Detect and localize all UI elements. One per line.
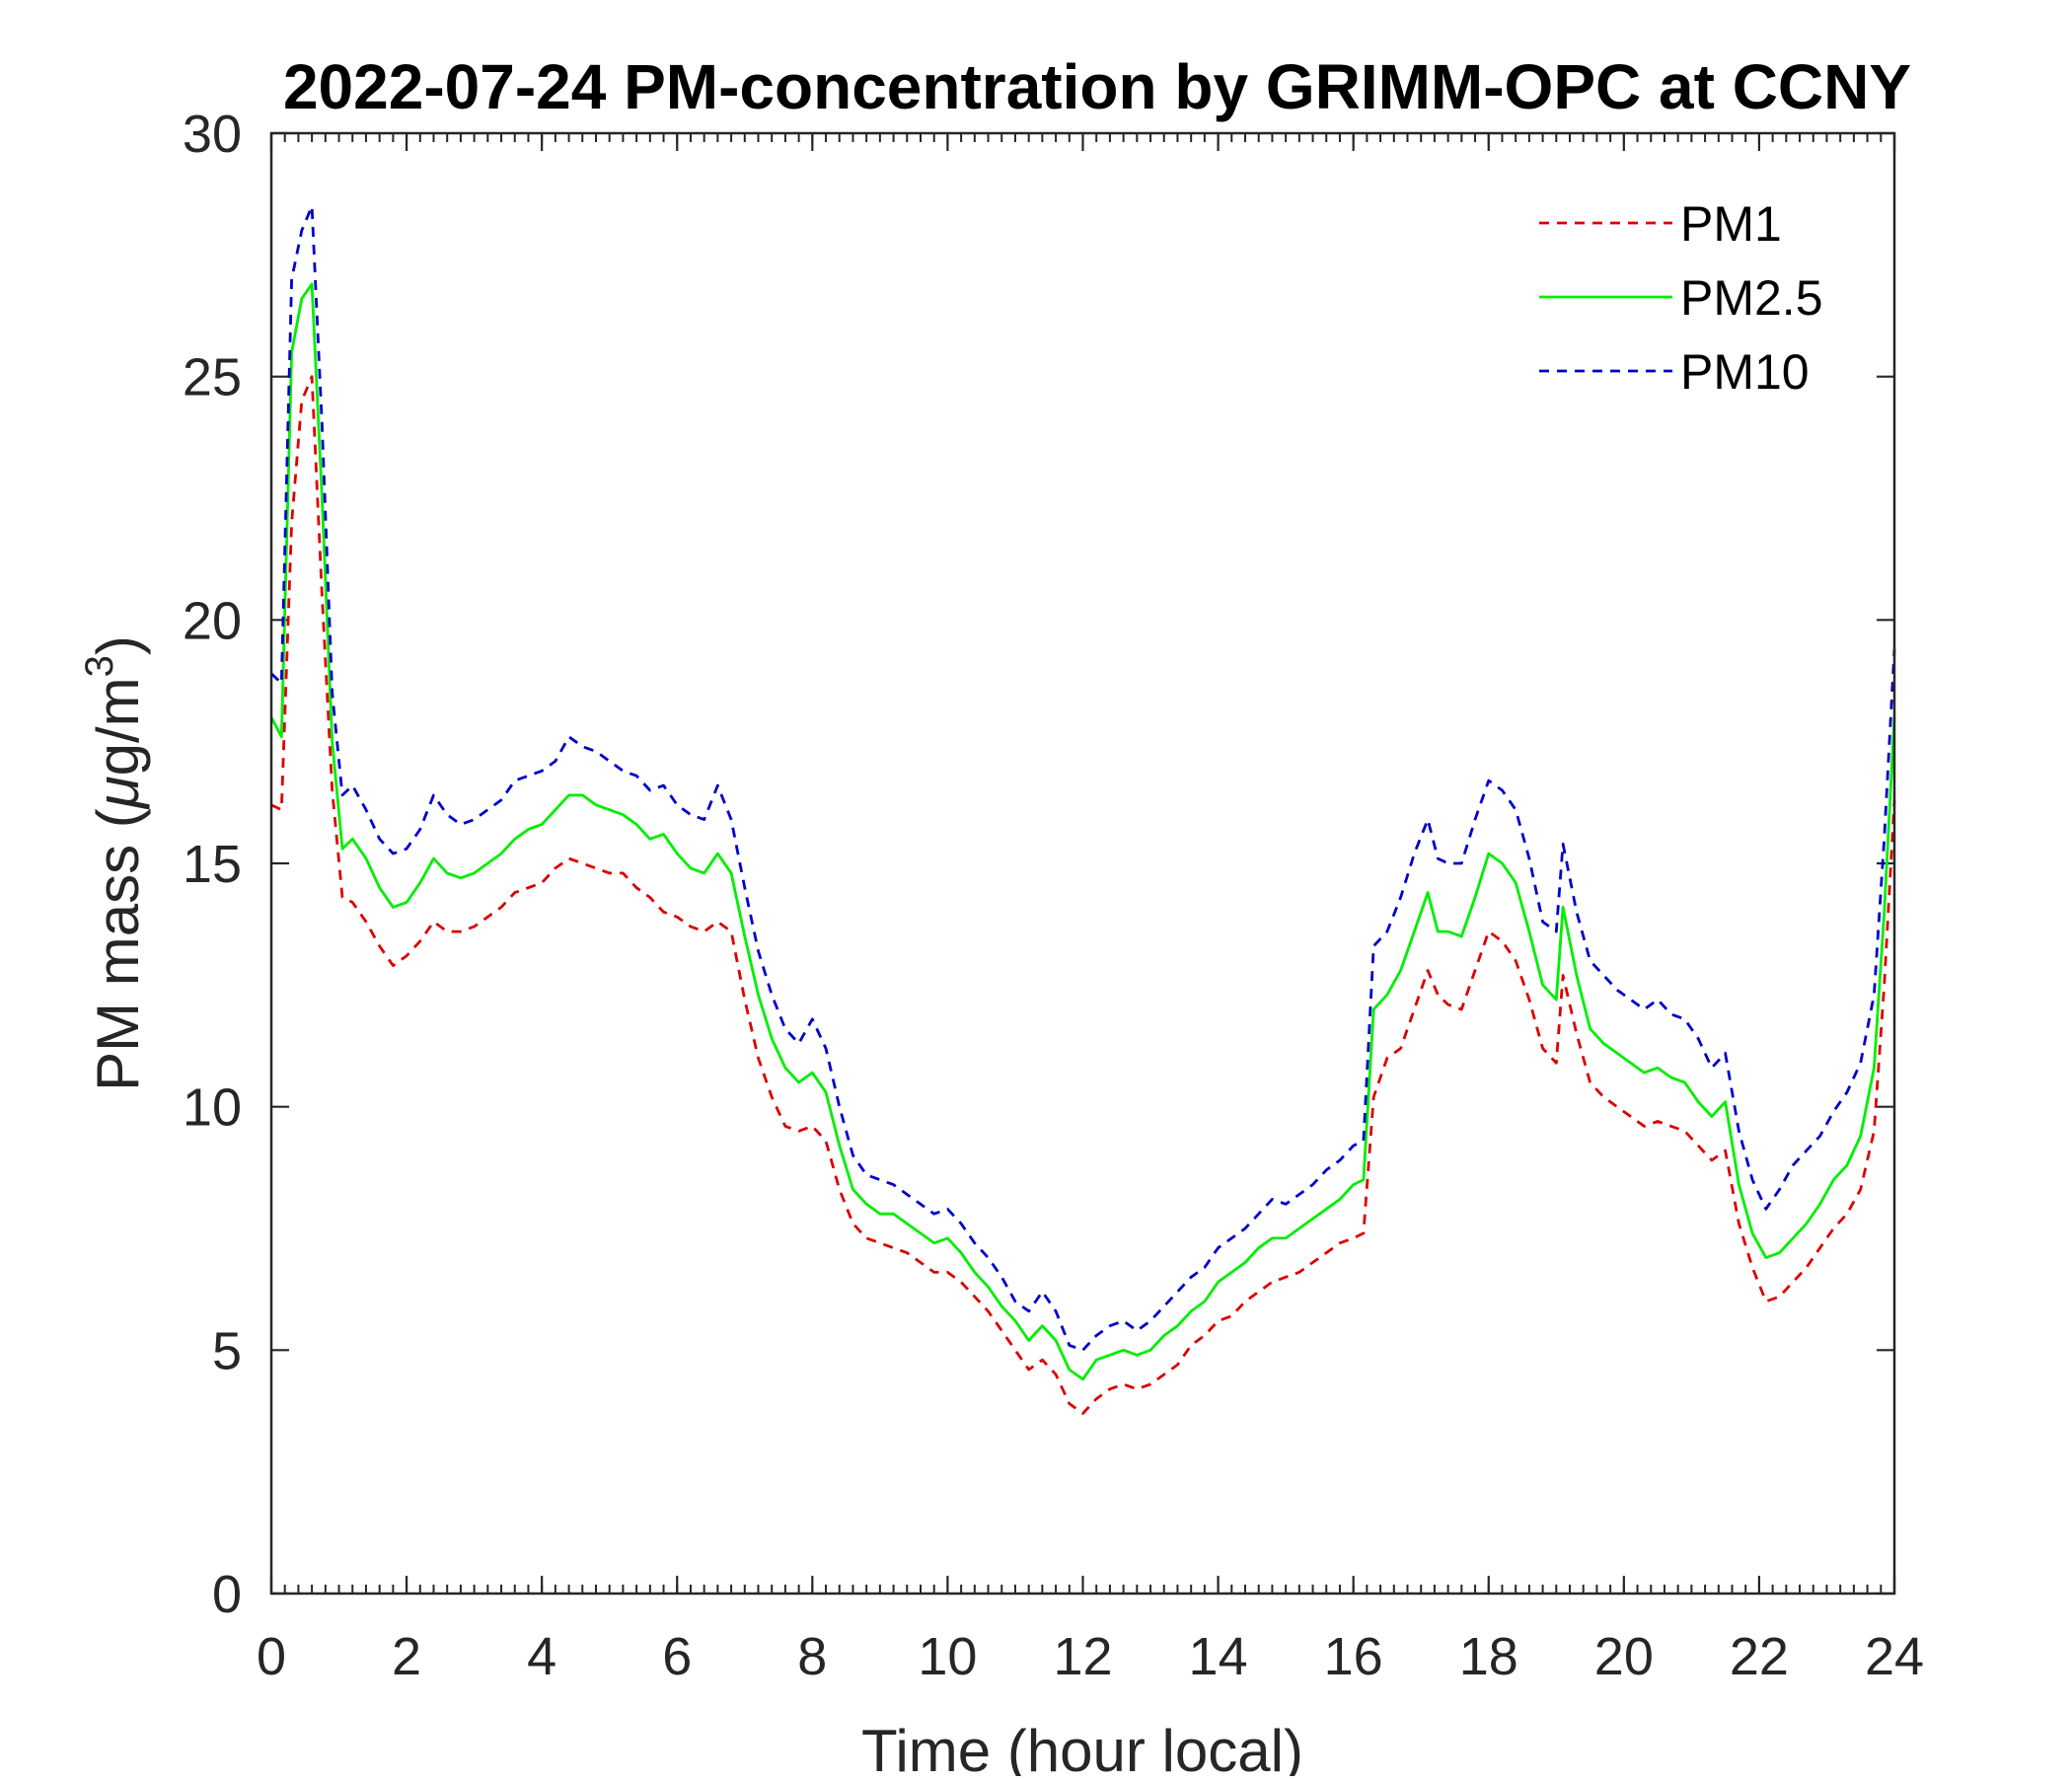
y-tick-label: 20 bbox=[183, 591, 242, 650]
x-tick-label: 10 bbox=[918, 1627, 977, 1686]
chart-title: 2022-07-24 PM-concentration by GRIMM-OPC… bbox=[283, 51, 1911, 122]
y-axis-label-exponent: 3 bbox=[78, 655, 121, 677]
legend-label-pm2-5: PM2.5 bbox=[1680, 270, 1823, 326]
x-tick-label: 4 bbox=[527, 1627, 556, 1686]
legend: PM1 PM2.5 PM10 bbox=[1539, 196, 1823, 400]
y-axis-label-mu: μ bbox=[85, 776, 151, 810]
y-axis-label: PM mass (μg/m3) bbox=[78, 635, 151, 1091]
x-tick-label: 0 bbox=[257, 1627, 286, 1686]
series-layer bbox=[269, 204, 1896, 1415]
legend-label-pm10: PM10 bbox=[1680, 344, 1810, 400]
y-axis-label-prefix: PM mass ( bbox=[85, 808, 151, 1091]
y-tick-labels: 0 5 10 15 20 25 30 bbox=[183, 105, 242, 1624]
x-tick-label: 24 bbox=[1865, 1627, 1924, 1686]
x-tick-labels: 0 2 4 6 8 10 12 14 16 18 20 22 24 bbox=[257, 1627, 1924, 1686]
x-axis-label: Time (hour local) bbox=[861, 1718, 1303, 1776]
series-line-pm2-5 bbox=[269, 282, 1896, 1381]
y-axis-label-suffix: ) bbox=[85, 635, 151, 655]
x-tick-label: 12 bbox=[1053, 1627, 1112, 1686]
y-tick-label: 0 bbox=[212, 1565, 242, 1624]
series-line-pm10 bbox=[270, 204, 1896, 1352]
series-line-pm1 bbox=[270, 375, 1896, 1415]
axes-box bbox=[269, 131, 1896, 1595]
legend-label-pm1: PM1 bbox=[1680, 196, 1782, 252]
x-tick-label: 6 bbox=[662, 1627, 692, 1686]
y-tick-label: 10 bbox=[183, 1078, 242, 1138]
y-tick-label: 25 bbox=[183, 348, 242, 408]
x-tick-label: 18 bbox=[1459, 1627, 1518, 1686]
y-tick-label: 5 bbox=[212, 1321, 242, 1380]
x-tick-label: 14 bbox=[1189, 1627, 1248, 1686]
x-tick-label: 8 bbox=[797, 1627, 827, 1686]
x-tick-label: 16 bbox=[1324, 1627, 1383, 1686]
x-tick-label: 20 bbox=[1594, 1627, 1654, 1686]
plot-area bbox=[271, 133, 1894, 1594]
y-tick-label: 30 bbox=[183, 105, 242, 164]
x-tick-label: 22 bbox=[1730, 1627, 1789, 1686]
y-tick-label: 15 bbox=[183, 835, 242, 894]
y-axis-label-unit: g/m bbox=[85, 677, 151, 776]
x-tick-label: 2 bbox=[392, 1627, 421, 1686]
